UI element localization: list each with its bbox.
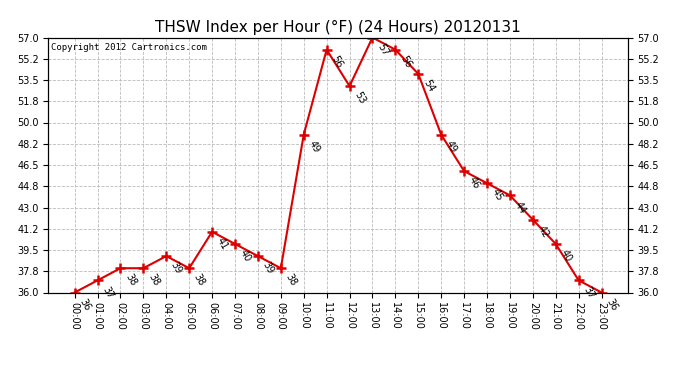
- Text: 53: 53: [353, 90, 367, 106]
- Text: 39: 39: [169, 260, 184, 276]
- Text: 44: 44: [513, 200, 527, 215]
- Text: 56: 56: [329, 54, 344, 69]
- Text: 49: 49: [306, 139, 322, 154]
- Text: 38: 38: [146, 272, 161, 288]
- Text: 38: 38: [124, 272, 138, 288]
- Text: 41: 41: [215, 236, 230, 252]
- Text: 49: 49: [444, 139, 459, 154]
- Text: 46: 46: [467, 175, 482, 191]
- Text: 36: 36: [604, 297, 619, 312]
- Text: 45: 45: [490, 188, 504, 203]
- Text: 40: 40: [238, 248, 253, 264]
- Text: 56: 56: [398, 54, 413, 69]
- Text: 39: 39: [261, 260, 275, 276]
- Text: 37: 37: [100, 285, 115, 300]
- Text: Copyright 2012 Cartronics.com: Copyright 2012 Cartronics.com: [51, 43, 207, 52]
- Title: THSW Index per Hour (°F) (24 Hours) 20120131: THSW Index per Hour (°F) (24 Hours) 2012…: [155, 20, 521, 35]
- Text: 37: 37: [582, 285, 596, 300]
- Text: 57: 57: [375, 42, 390, 57]
- Text: 36: 36: [77, 297, 92, 312]
- Text: 38: 38: [284, 272, 298, 288]
- Text: 54: 54: [421, 78, 436, 94]
- Text: 42: 42: [535, 224, 551, 240]
- Text: 38: 38: [192, 272, 207, 288]
- Text: 40: 40: [558, 248, 573, 264]
